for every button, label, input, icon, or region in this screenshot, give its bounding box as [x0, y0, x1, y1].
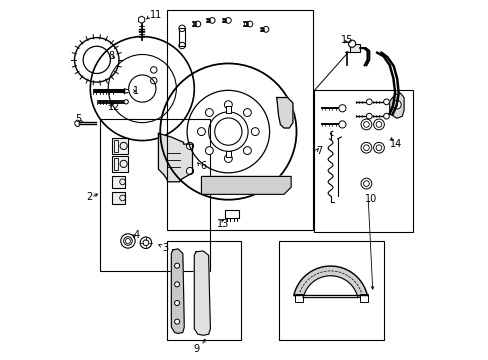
Bar	[112, 156, 128, 172]
Text: 15: 15	[340, 35, 352, 45]
Circle shape	[366, 99, 371, 105]
Text: 10: 10	[365, 194, 377, 204]
Circle shape	[186, 167, 193, 175]
Text: 6: 6	[201, 161, 206, 171]
Bar	[112, 192, 125, 204]
Circle shape	[360, 178, 371, 189]
Circle shape	[197, 128, 205, 135]
Circle shape	[366, 113, 371, 119]
Text: 8: 8	[108, 51, 114, 61]
Polygon shape	[75, 120, 79, 127]
Text: 2: 2	[86, 192, 93, 202]
Bar	[359, 294, 367, 302]
Text: 7: 7	[316, 146, 322, 156]
Polygon shape	[389, 93, 403, 118]
Bar	[349, 44, 360, 52]
Text: 11: 11	[149, 10, 162, 20]
Bar	[179, 28, 185, 45]
Circle shape	[124, 100, 128, 104]
Circle shape	[243, 109, 251, 117]
Text: 12: 12	[107, 102, 120, 112]
Circle shape	[392, 100, 400, 109]
Circle shape	[373, 142, 384, 153]
Polygon shape	[276, 98, 292, 128]
Circle shape	[174, 282, 179, 287]
Circle shape	[174, 263, 179, 268]
Polygon shape	[293, 266, 366, 298]
Bar	[112, 138, 128, 154]
Circle shape	[348, 40, 355, 47]
Circle shape	[224, 154, 232, 162]
Circle shape	[251, 128, 259, 135]
Circle shape	[243, 147, 251, 154]
Bar	[100, 119, 209, 271]
Circle shape	[225, 18, 231, 23]
Circle shape	[205, 147, 213, 154]
Text: 9: 9	[193, 343, 199, 354]
Bar	[114, 140, 118, 152]
Bar	[167, 10, 312, 230]
Circle shape	[338, 121, 346, 128]
Circle shape	[383, 99, 388, 105]
Circle shape	[205, 109, 213, 117]
Bar	[314, 90, 412, 232]
Text: 1: 1	[132, 86, 139, 96]
Polygon shape	[158, 134, 192, 182]
Text: 5: 5	[75, 114, 81, 124]
Circle shape	[360, 119, 371, 130]
Circle shape	[246, 21, 252, 27]
Bar	[114, 158, 118, 170]
Text: 13: 13	[216, 219, 228, 229]
Circle shape	[214, 118, 242, 145]
Circle shape	[140, 237, 151, 248]
Circle shape	[383, 113, 388, 119]
Circle shape	[373, 119, 384, 130]
Bar	[224, 210, 239, 218]
Circle shape	[209, 18, 215, 23]
Circle shape	[224, 101, 232, 109]
Bar	[167, 241, 241, 339]
Circle shape	[338, 105, 346, 112]
Polygon shape	[171, 249, 184, 333]
Polygon shape	[201, 176, 290, 194]
Bar	[112, 176, 125, 188]
Text: 14: 14	[389, 139, 401, 149]
Circle shape	[195, 21, 201, 27]
Bar	[226, 150, 230, 157]
Circle shape	[174, 301, 179, 306]
Circle shape	[263, 27, 268, 32]
Bar	[295, 294, 303, 302]
Circle shape	[174, 319, 179, 324]
Polygon shape	[194, 251, 210, 335]
Circle shape	[360, 142, 371, 153]
Bar	[226, 106, 230, 113]
Circle shape	[121, 234, 135, 248]
Text: 3: 3	[162, 243, 168, 253]
Circle shape	[186, 142, 193, 149]
Text: 4: 4	[133, 230, 139, 239]
Bar	[278, 241, 384, 339]
